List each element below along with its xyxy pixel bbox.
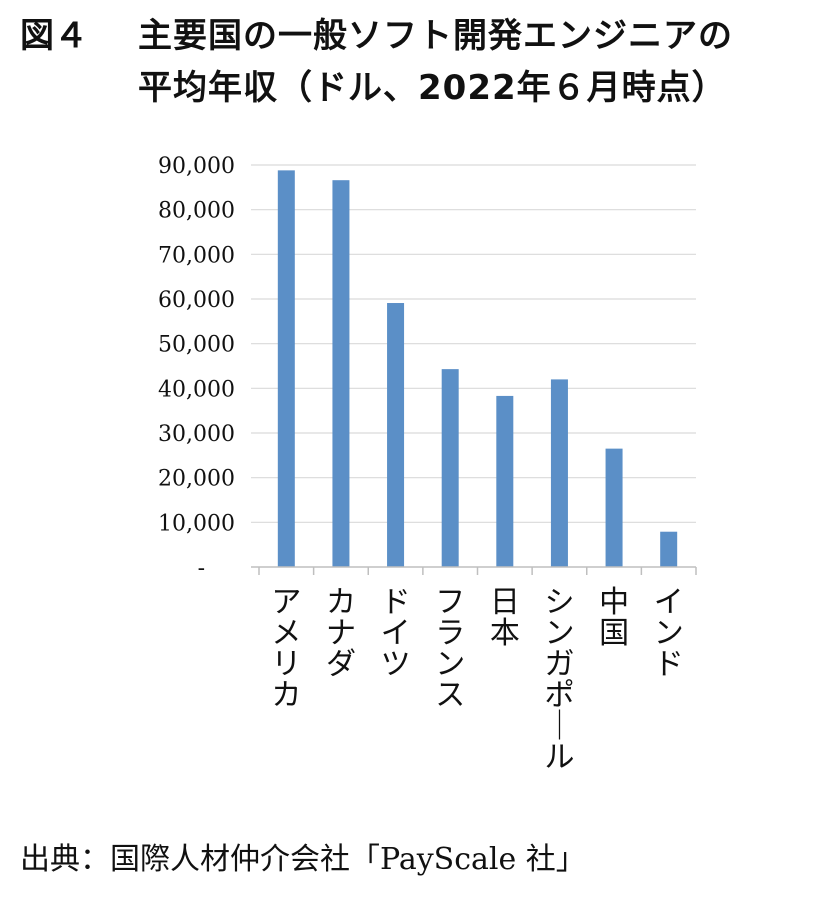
bar bbox=[550, 379, 568, 567]
category-label: アメリカ bbox=[271, 585, 301, 713]
category-label: 日本 bbox=[490, 585, 520, 651]
x-axis bbox=[251, 566, 697, 575]
category-label: ドイツ bbox=[381, 585, 411, 682]
y-tick-label: 80,000 bbox=[158, 199, 235, 224]
category-label: シンガポ｜ル bbox=[544, 585, 574, 775]
bar bbox=[660, 531, 678, 567]
source-note: 出典：国際人材仲介会社「PayScale 社」 bbox=[20, 842, 586, 877]
y-tick-label: - bbox=[198, 556, 205, 581]
bar bbox=[605, 448, 623, 567]
category-label: カナダ bbox=[326, 585, 356, 682]
category-label: インド bbox=[654, 585, 684, 682]
y-tick-label: 90,000 bbox=[158, 154, 235, 179]
y-axis-ticks: - 10,000 20,000 30,000 40,000 50,000 60,000 70,… bbox=[158, 154, 235, 581]
y-tick-label: 40,000 bbox=[158, 377, 235, 402]
bar bbox=[441, 369, 459, 567]
y-tick-label: 10,000 bbox=[158, 511, 235, 536]
bar bbox=[387, 303, 405, 567]
chart-title-line1: 主要国の一般ソフト開発エンジニアの bbox=[138, 16, 733, 56]
y-tick-label: 30,000 bbox=[158, 422, 235, 447]
bar bbox=[277, 170, 295, 568]
chart-title-line2: 平均年収（ドル、2022年６月時点） bbox=[138, 68, 727, 108]
bar bbox=[496, 395, 514, 567]
y-tick-label: 50,000 bbox=[158, 333, 235, 358]
bar bbox=[332, 180, 350, 568]
category-label: フランス bbox=[435, 585, 465, 713]
y-tick-label: 60,000 bbox=[158, 288, 235, 313]
bars bbox=[277, 170, 678, 568]
y-tick-label: 20,000 bbox=[158, 467, 235, 492]
category-label: 中国 bbox=[599, 585, 629, 651]
bar-chart: - 10,000 20,000 30,000 40,000 50,000 60,000 70,… bbox=[158, 154, 697, 775]
gridlines bbox=[251, 164, 696, 523]
y-tick-label: 70,000 bbox=[158, 243, 235, 268]
figure-label: 図４ bbox=[20, 16, 88, 56]
